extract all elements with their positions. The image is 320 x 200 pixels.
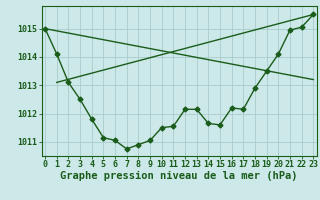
X-axis label: Graphe pression niveau de la mer (hPa): Graphe pression niveau de la mer (hPa) <box>60 171 298 181</box>
